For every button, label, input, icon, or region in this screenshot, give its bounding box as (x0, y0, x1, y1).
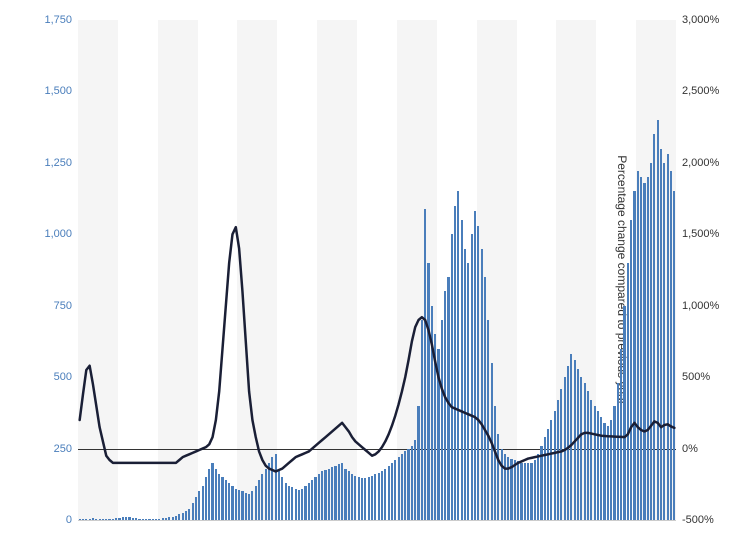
y-left-tick-label: 1,500 (44, 85, 72, 97)
y-left-tick-label: 1,250 (44, 157, 72, 169)
y-right-tick-label: 0% (682, 443, 698, 455)
y-right-tick-label: 500% (682, 371, 710, 383)
y-left-tick-label: 500 (54, 371, 72, 383)
y-right-tick-label: 1,500% (682, 228, 719, 240)
y-left-tick-label: 1,000 (44, 228, 72, 240)
y-right-tick-label: 2,500% (682, 85, 719, 97)
y-left-tick-label: 250 (54, 443, 72, 455)
line-path (80, 227, 675, 471)
y-left-tick-label: 750 (54, 300, 72, 312)
plot-area: 02505007501,0001,2501,5001,750-500%0%500… (78, 20, 676, 521)
y-right-tick-label: -500% (682, 514, 714, 526)
y-right-tick-label: 3,000% (682, 14, 719, 26)
y-right-tick-label: 1,000% (682, 300, 719, 312)
y-left-tick-label: 0 (66, 514, 72, 526)
y-left-tick-label: 1,750 (44, 14, 72, 26)
line-series (78, 20, 676, 520)
chart-container: Market cap in billion U.S. dollars Perce… (0, 0, 754, 560)
y-right-tick-label: 2,000% (682, 157, 719, 169)
